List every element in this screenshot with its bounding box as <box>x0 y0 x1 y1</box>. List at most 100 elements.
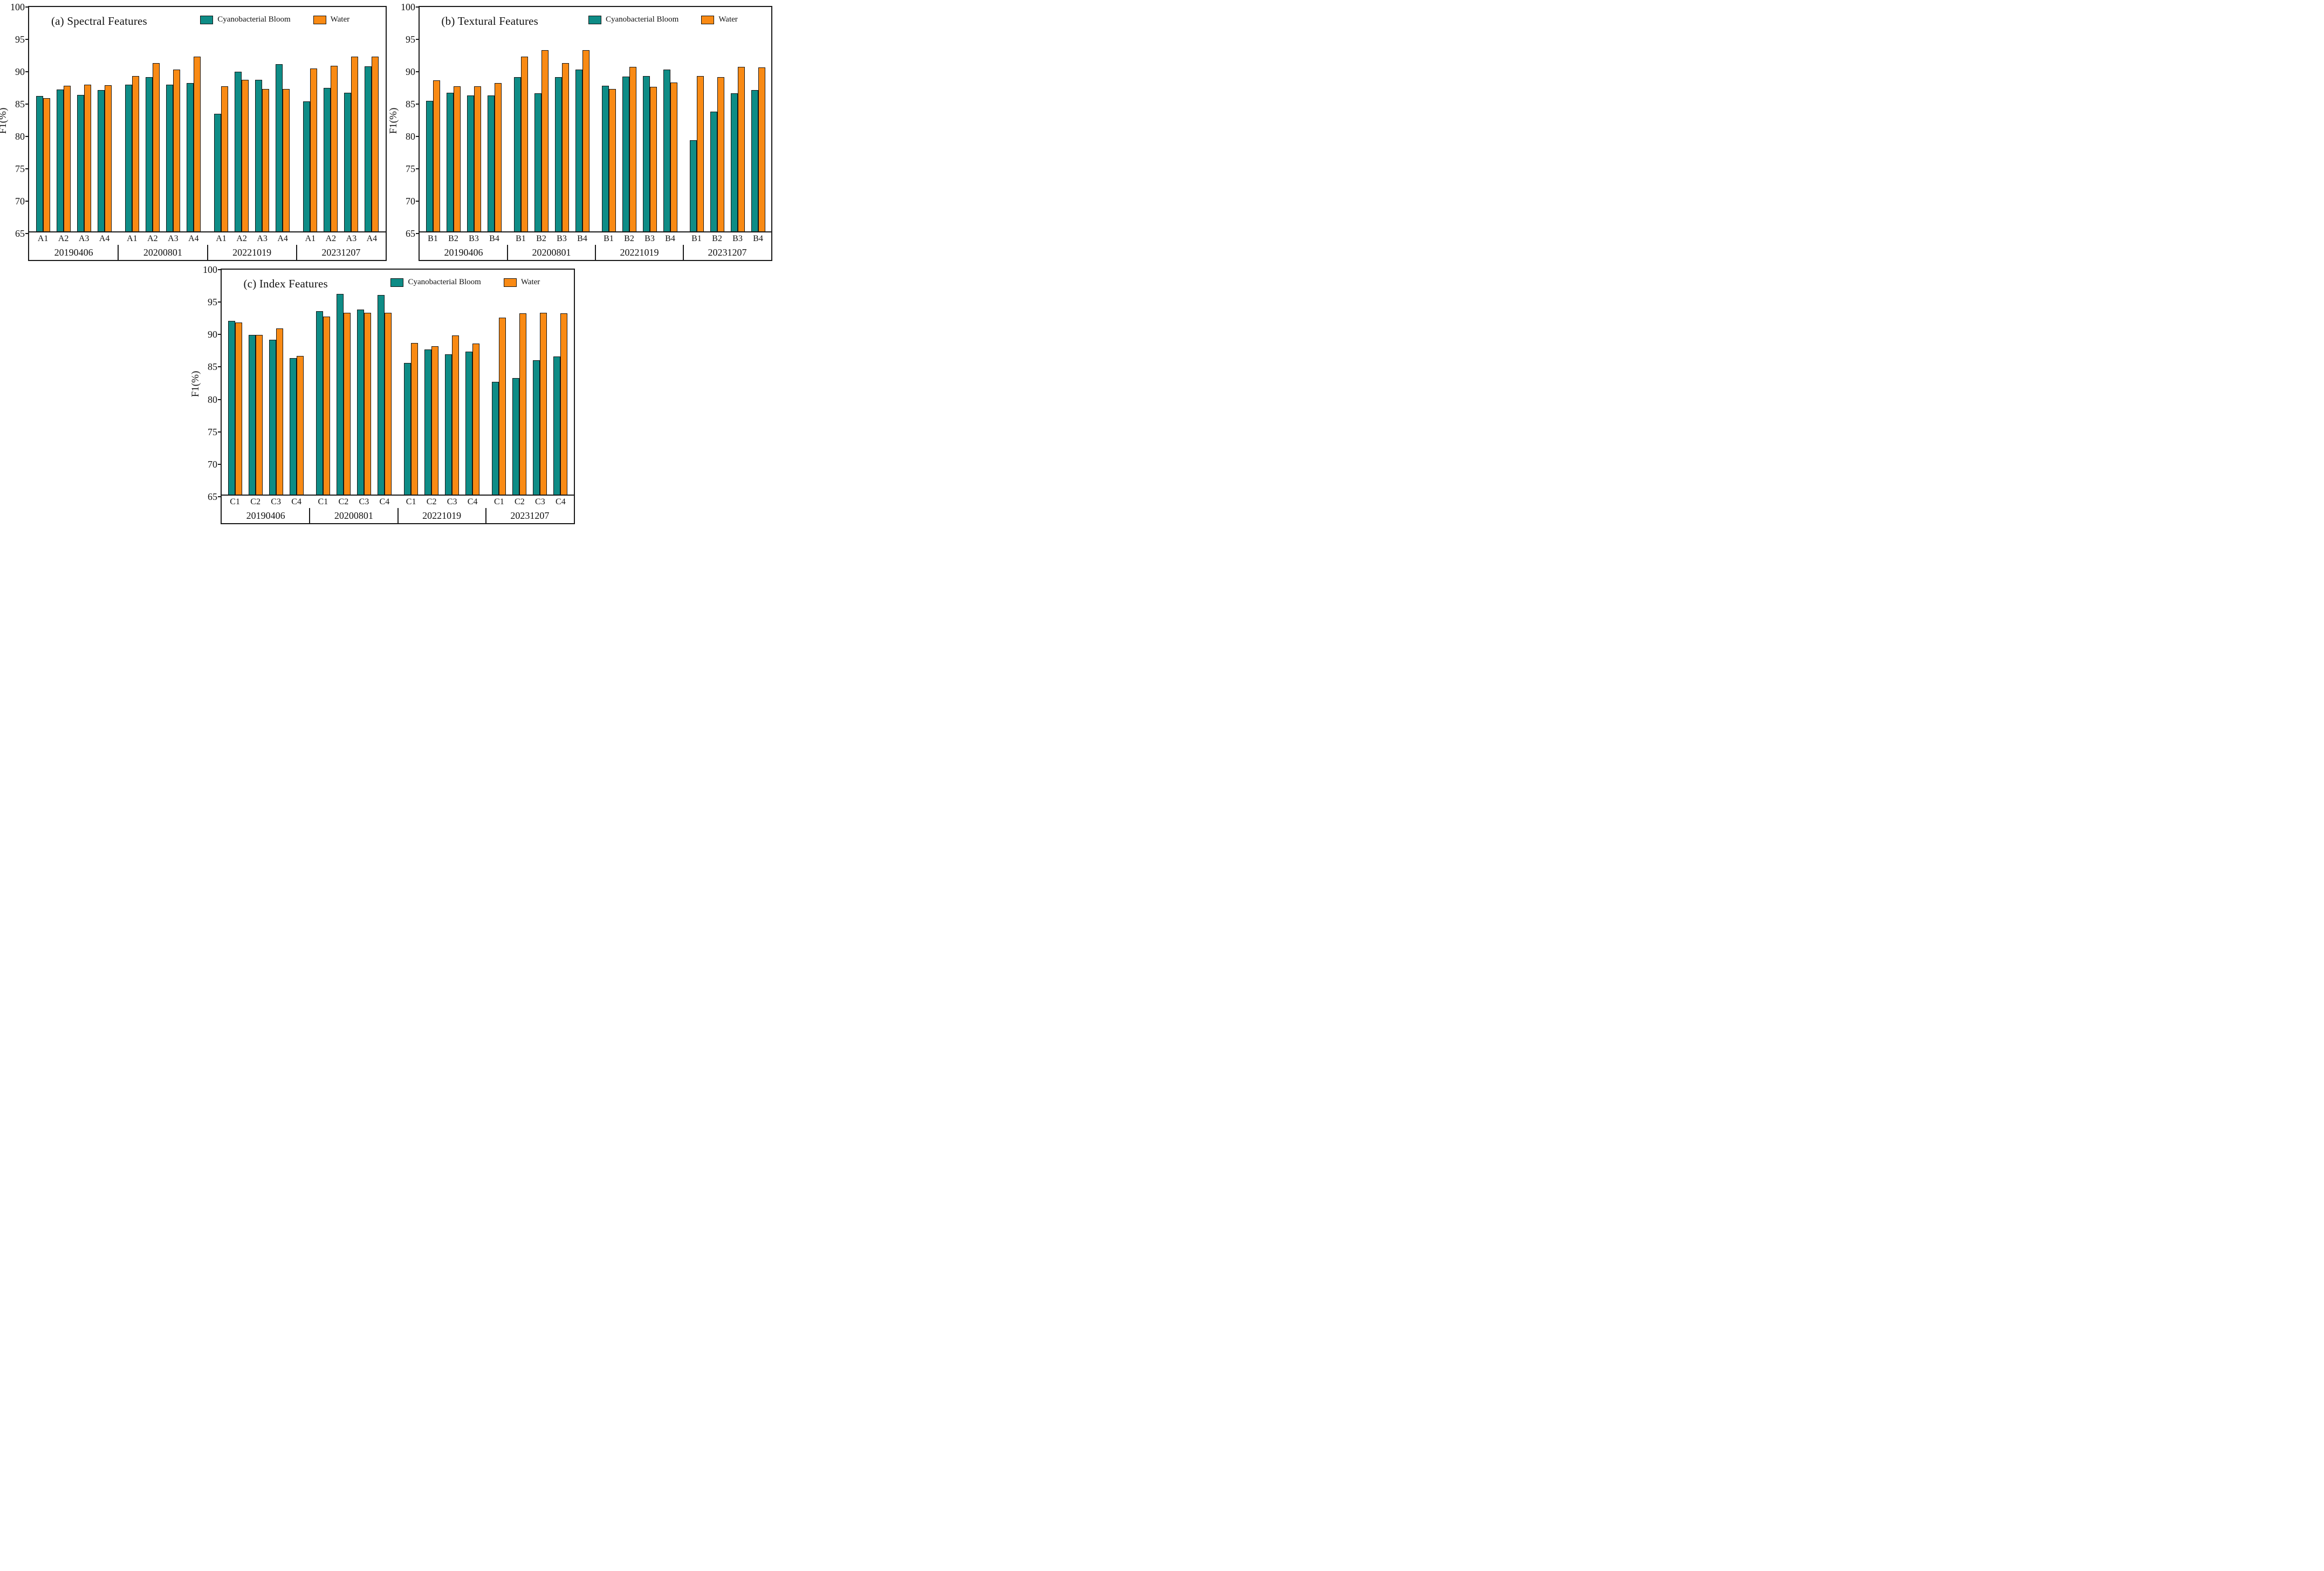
bar-cyanobacterial-bloom <box>513 77 521 231</box>
legend-swatch-water-icon <box>313 15 326 24</box>
legend-item-cyanobacterial-bloom: Cyanobacterial Bloom <box>588 15 678 24</box>
bar-water <box>221 86 229 231</box>
date-label: 20190406 <box>54 246 93 258</box>
bar-cyanobacterial-bloom <box>186 83 194 231</box>
bar-water <box>235 323 242 495</box>
bar-water <box>499 317 506 495</box>
bar-water <box>452 335 460 495</box>
figure-canvas: 65 70 75 80 85 90 95 100 F1(%) (a) Spectral Featu… <box>0 0 777 531</box>
date-group <box>222 270 310 495</box>
bar-water <box>331 65 338 231</box>
bar-pair <box>56 86 71 231</box>
bar-water <box>540 313 547 495</box>
legend: Cyanobacterial Bloom Water <box>588 15 738 24</box>
date-group <box>508 7 595 231</box>
bar-pair <box>710 77 724 231</box>
category-label: B3 <box>732 234 743 243</box>
category-label-group: A1 A2 A3 A4 <box>208 232 297 245</box>
date-label: 20190406 <box>444 246 483 258</box>
bar-cyanobacterial-bloom <box>426 100 433 231</box>
bar-cyanobacterial-bloom <box>575 70 582 231</box>
bar-pair <box>36 96 50 231</box>
y-axis-tick-mark <box>25 233 29 234</box>
bar-pair <box>446 86 461 231</box>
y-axis-tick-mark <box>25 136 29 137</box>
legend-label: Cyanobacterial Bloom <box>605 15 679 24</box>
bar-cyanobacterial-bloom <box>303 101 311 231</box>
category-label-row: A1 A2 A3 A4 A1 A2 A3 A4 A1 A2 A3 A4 A1 A2 A3 A4 <box>29 232 386 245</box>
category-label: C2 <box>515 497 525 506</box>
category-label-group: C1 C2 C3 C4 <box>310 496 397 508</box>
bar-water <box>173 70 180 231</box>
category-label: A2 <box>147 234 158 243</box>
bar-pair <box>357 310 371 495</box>
bar-cyanobacterial-bloom <box>235 71 242 231</box>
y-axis-tick-mark <box>218 399 222 400</box>
y-axis-tick-label: 80 <box>15 131 25 142</box>
bar-water <box>43 98 50 231</box>
bar-cyanobacterial-bloom <box>214 113 222 231</box>
bar-water <box>351 57 359 231</box>
y-axis-tick-mark <box>25 104 29 105</box>
chart-title: (b) Textural Features <box>441 15 539 28</box>
y-axis-label: F1(%) <box>0 107 9 134</box>
bar-groups <box>222 270 574 495</box>
category-label: C3 <box>271 497 281 506</box>
y-axis-tick-mark <box>416 39 420 40</box>
y-axis-tick-mark <box>25 6 29 8</box>
group-divider <box>309 508 311 523</box>
bar-pair <box>404 342 419 495</box>
bar-water <box>310 68 318 231</box>
category-label: C3 <box>535 497 545 506</box>
category-label: C4 <box>556 497 566 506</box>
bar-pair <box>513 57 528 231</box>
bar-cyanobacterial-bloom <box>622 77 629 231</box>
bar-pair <box>730 67 745 231</box>
y-axis-tick-label: 90 <box>208 329 217 340</box>
category-label: B2 <box>536 234 546 243</box>
date-label-row: 20190406 20200801 20221019 20231207 <box>29 245 386 260</box>
category-label: A4 <box>99 234 110 243</box>
chart-spectral-features: 65 70 75 80 85 90 95 100 F1(%) (a) Spectral Featu… <box>0 2 406 267</box>
category-label: A1 <box>305 234 316 243</box>
bar-water <box>737 67 745 231</box>
y-axis-tick-label: 70 <box>406 196 415 207</box>
group-divider <box>296 245 297 260</box>
bar-cyanobacterial-bloom <box>404 362 412 495</box>
date-label: 20200801 <box>143 246 182 258</box>
chart-textural-features: 65 70 75 80 85 90 95 100 F1(%) (b) Textural Featu… <box>388 2 777 267</box>
y-axis-tick-label: 90 <box>15 66 25 77</box>
bar-water <box>242 80 249 231</box>
legend-swatch-cyanobacterial-bloom-icon <box>200 15 214 24</box>
bar-pair <box>512 313 527 495</box>
bar-groups <box>29 7 386 231</box>
category-label-group: C1 C2 C3 C4 <box>398 496 486 508</box>
bar-cyanobacterial-bloom <box>145 77 153 231</box>
y-axis-tick-label: 75 <box>208 426 217 437</box>
y-axis-tick-mark <box>25 168 29 169</box>
bar-pair <box>575 50 589 231</box>
bar-cyanobacterial-bloom <box>377 294 385 495</box>
bar-water <box>758 67 765 231</box>
bar-water <box>262 89 270 231</box>
y-axis-tick-label: 85 <box>15 99 25 109</box>
bar-water <box>474 86 481 231</box>
bar-cyanobacterial-bloom <box>36 96 43 231</box>
legend-label: Water <box>330 15 350 24</box>
bar-pair <box>166 70 180 231</box>
category-label: A3 <box>346 234 357 243</box>
bar-cyanobacterial-bloom <box>730 93 738 231</box>
y-axis-tick-mark <box>218 334 222 335</box>
category-label: B3 <box>645 234 655 243</box>
bar-cyanobacterial-bloom <box>689 140 697 231</box>
bar-pair <box>553 313 568 495</box>
legend-swatch-water-icon <box>701 15 715 24</box>
category-label: B4 <box>665 234 675 243</box>
y-axis-tick-mark <box>218 496 222 497</box>
bar-cyanobacterial-bloom <box>324 87 331 231</box>
y-axis-tick-label: 65 <box>15 228 25 239</box>
y-axis-tick-mark <box>218 269 222 270</box>
bar-pair <box>145 63 160 231</box>
bar-water <box>519 313 527 495</box>
bar-pair <box>689 76 704 231</box>
